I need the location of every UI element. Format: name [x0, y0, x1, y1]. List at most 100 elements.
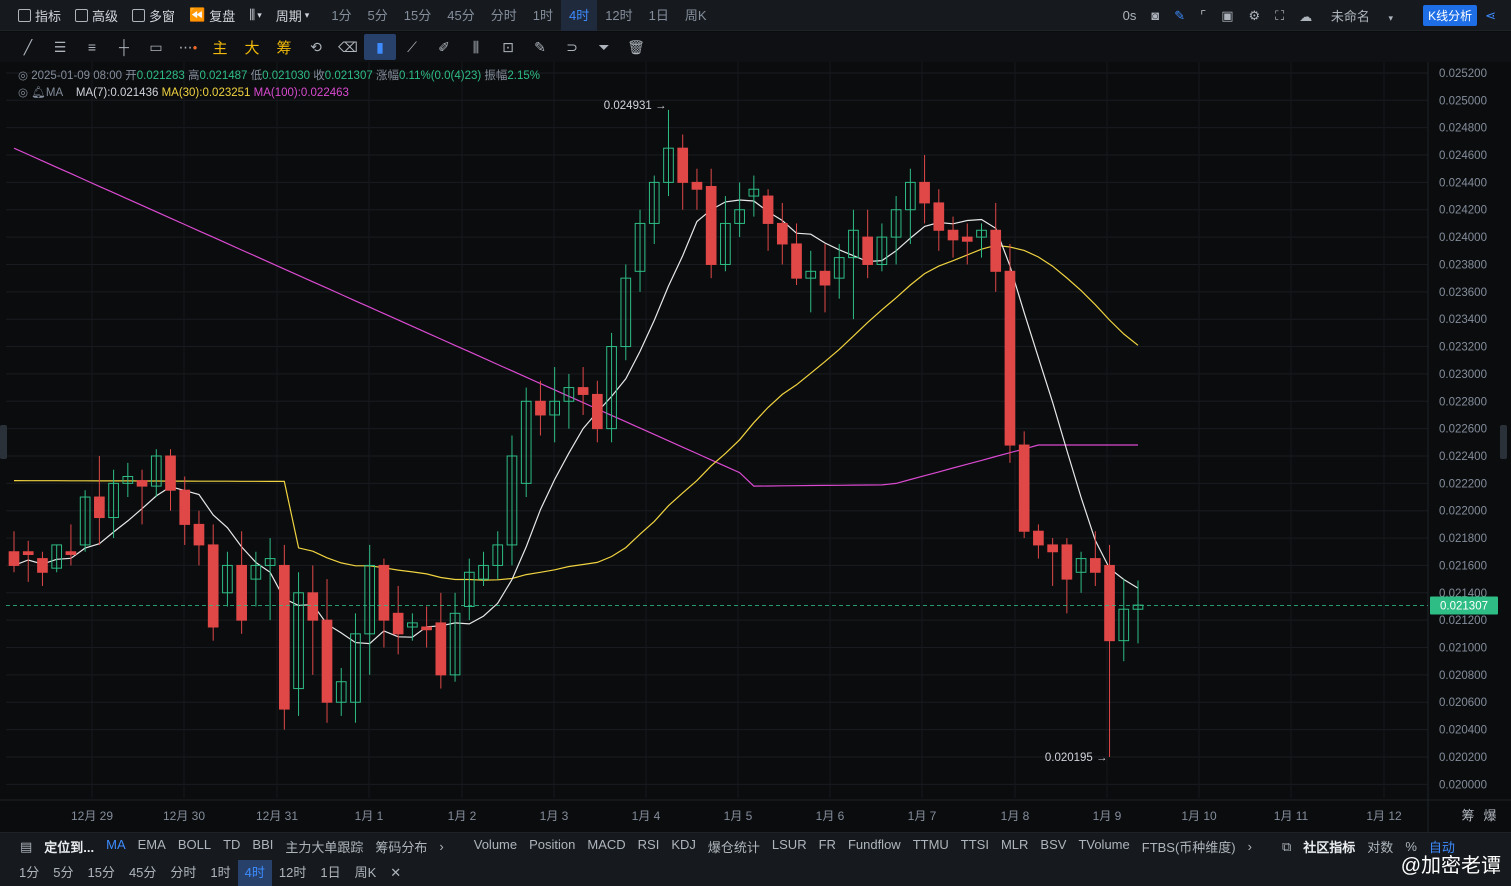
erase-drawing-icon[interactable]: ⌫: [338, 38, 358, 55]
price-chart[interactable]: 0.025200 0.025000 0.024800 0.024600 0.024400…: [0, 62, 1511, 832]
brush-icon[interactable]: ✐: [438, 38, 450, 55]
sub-indicator-0[interactable]: Volume: [473, 837, 518, 852]
image-icon[interactable]: ▣: [1221, 7, 1234, 23]
bottom-timeframe-tab-1[interactable]: 5分: [53, 865, 74, 880]
right-panel-handle[interactable]: [1500, 425, 1507, 459]
timeframe-tab-4[interactable]: 分时: [490, 7, 517, 23]
bottom-timeframe-tab-7[interactable]: 12时: [278, 865, 307, 880]
timeframe-tab-3[interactable]: 45分: [447, 7, 475, 23]
magnet-icon[interactable]: ⊃: [566, 38, 578, 55]
kline-analysis-button[interactable]: K线分析: [1423, 5, 1478, 26]
parallel-lines-icon[interactable]: ≡: [87, 39, 97, 55]
candle-body: [577, 387, 589, 395]
pen-icon[interactable]: ✎: [1174, 7, 1186, 23]
bottom-timeframe-tab-6[interactable]: 4时: [237, 860, 272, 886]
sub-indicator-4[interactable]: KDJ: [671, 837, 696, 852]
timeframe-tab-2[interactable]: 15分: [403, 7, 432, 23]
settings-gear-icon[interactable]: ⚙: [1248, 7, 1261, 23]
period-dropdown[interactable]: 周期 ▾: [275, 8, 310, 24]
bottom-timeframe-tab-4[interactable]: 分时: [170, 865, 197, 880]
timeframe-tab-7[interactable]: 12时: [605, 7, 633, 23]
sub-indicator-1[interactable]: Position: [529, 837, 576, 852]
sub-indicator-10[interactable]: TTSI: [960, 837, 989, 852]
sub-indicator-14[interactable]: FTBS(币种维度): [1141, 840, 1236, 855]
fullscreen-icon[interactable]: ⛶: [1275, 7, 1285, 23]
candles-icon[interactable]: ⫼: [472, 38, 480, 55]
replay-button[interactable]: ⏪ 复盘: [189, 7, 236, 24]
sub-indicator-11[interactable]: MLR: [1000, 837, 1029, 852]
multiwindow-button[interactable]: 多窗: [132, 6, 175, 25]
sub-indicator-6[interactable]: LSUR: [771, 837, 807, 852]
main-indicator-3[interactable]: TD: [223, 837, 241, 852]
sub-indicator-7[interactable]: FR: [818, 837, 836, 852]
trash-icon[interactable]: 🗑: [627, 38, 645, 55]
note-icon[interactable]: ✎: [534, 38, 546, 55]
advanced-button[interactable]: 高级: [75, 6, 118, 25]
main-indicator-2[interactable]: BOLL: [177, 837, 212, 852]
chip-button[interactable]: 筹: [276, 39, 292, 57]
timeframe-tab-1[interactable]: 5分: [367, 7, 388, 23]
indicator-button[interactable]: 指标: [18, 6, 61, 25]
hline-multi-icon[interactable]: ☰: [53, 38, 67, 55]
main-indicator-6[interactable]: 筹码分布: [375, 840, 428, 855]
filter-icon[interactable]: ⏷: [598, 38, 610, 55]
sub-indicator-12[interactable]: BSV: [1040, 837, 1067, 852]
percent-scale-toggle[interactable]: %: [1405, 839, 1417, 854]
bookmark-icon[interactable]: ▮: [364, 34, 396, 60]
eye-toggle-icon[interactable]: ◎: [18, 70, 29, 82]
bottom-timeframe-tab-9[interactable]: 周K: [354, 865, 377, 880]
bottom-timeframe-tab-5[interactable]: 1时: [210, 865, 231, 880]
locate-button[interactable]: 定位到...: [44, 840, 95, 855]
sub-indicator-3[interactable]: RSI: [637, 837, 660, 852]
bell-icon[interactable]: 🔔︎: [31, 87, 46, 99]
close-icon[interactable]: ✕: [390, 865, 402, 880]
layout-dropdown[interactable]: ☁ 未命名 ▾: [1299, 9, 1394, 24]
liquidation-axis-button[interactable]: 爆: [1483, 809, 1496, 824]
log-scale-toggle[interactable]: 对数: [1367, 840, 1394, 855]
main-indicator-0[interactable]: MA: [106, 837, 126, 852]
sync-icon[interactable]: ⟲: [310, 38, 322, 55]
main-indicator-4[interactable]: BBI: [252, 837, 274, 852]
bottom-timeframe-tab-2[interactable]: 15分: [87, 865, 115, 880]
y-tick-label: 0.021200: [1439, 615, 1487, 627]
big-order-button[interactable]: 大: [244, 39, 260, 57]
bottom-timeframe-tab-0[interactable]: 1分: [19, 865, 40, 880]
chevron-right-icon[interactable]: ›: [439, 839, 444, 854]
timeframe-tab-8[interactable]: 1日: [648, 7, 669, 23]
sub-indicator-8[interactable]: Fundflow: [847, 837, 901, 852]
ruler-icon[interactable]: ⟋: [407, 38, 417, 55]
y-tick-label: 0.021600: [1439, 560, 1487, 572]
more-tools-icon[interactable]: ⋯ ●: [178, 38, 198, 55]
eye-toggle-icon[interactable]: ◎: [18, 87, 29, 99]
sub-indicator-9[interactable]: TTMU: [912, 837, 949, 852]
candle-body: [65, 551, 77, 555]
sub-indicator-2[interactable]: MACD: [587, 837, 626, 852]
timeframe-tab-6[interactable]: 4时: [560, 0, 598, 31]
lock-icon[interactable]: ⊡: [502, 38, 514, 55]
sub-indicator-5[interactable]: 爆仓统计: [707, 840, 760, 855]
horizontal-line-icon[interactable]: ┼: [119, 39, 129, 55]
crop-icon[interactable]: ⌜: [1200, 7, 1207, 23]
community-icon[interactable]: ⧉: [1281, 838, 1292, 854]
timeframe-tab-9[interactable]: 周K: [684, 7, 707, 23]
bottom-timeframe-tab-3[interactable]: 45分: [128, 865, 157, 880]
locate-icon[interactable]: ▤: [20, 838, 33, 854]
timeframe-tab-0[interactable]: 1分: [331, 7, 352, 23]
auto-scale-toggle[interactable]: 自动: [1428, 840, 1455, 855]
main-indicator-5[interactable]: 主力大单跟踪: [285, 840, 364, 855]
main-indicator-1[interactable]: EMA: [137, 837, 166, 852]
main-chart-button[interactable]: 主: [212, 39, 228, 57]
left-panel-handle[interactable]: [0, 425, 7, 459]
bottom-timeframe-tab-8[interactable]: 1日: [320, 865, 341, 880]
chevron-right-icon[interactable]: ›: [1247, 839, 1252, 854]
chip-axis-button[interactable]: 筹: [1461, 808, 1474, 824]
chart-type-button[interactable]: ⫼ ▾: [249, 7, 262, 23]
timeframe-tab-5[interactable]: 1时: [532, 7, 553, 23]
share-icon[interactable]: ⋖: [1485, 7, 1496, 23]
camera-icon[interactable]: ◙: [1151, 8, 1160, 23]
rectangle-icon[interactable]: ▭: [149, 38, 163, 55]
community-indicator-button[interactable]: 社区指标: [1303, 840, 1356, 855]
sub-indicator-13[interactable]: TVolume: [1078, 837, 1130, 852]
trend-line-icon[interactable]: ╱: [23, 38, 33, 55]
candle-body: [51, 544, 63, 569]
